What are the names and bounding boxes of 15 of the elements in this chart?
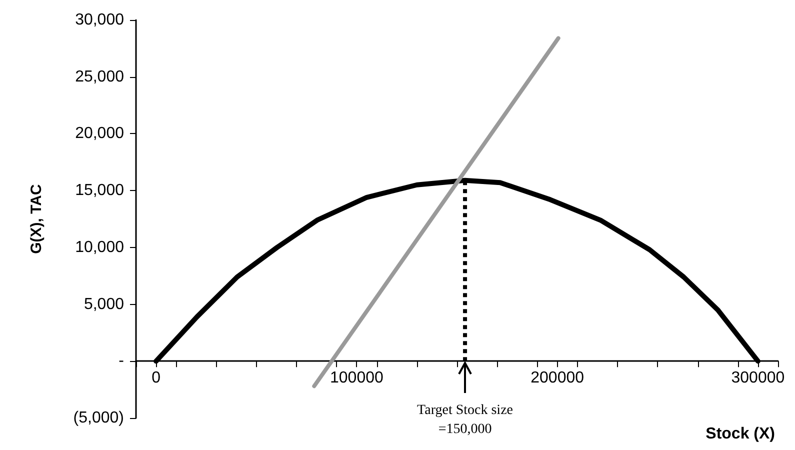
annotation: Target Stock size =150,000 [417,403,514,438]
y-tick-label: 10,000 [75,238,124,256]
y-tick-label: 5,000 [84,296,124,313]
y-axis-title: G(X), TAC [28,184,45,254]
y-tick-label: 20,000 [75,125,124,142]
y-tick-label: 15,000 [75,182,124,200]
x-tick-label: 0 [152,370,161,387]
x-axis-title: Stock (X) [706,426,775,442]
x-tick-label: 100000 [330,370,384,387]
y-tick-label: - [118,352,124,370]
y-tick-label: (5,000) [73,410,124,426]
x-tick-label: 200000 [530,370,584,387]
x-tick-label: 300000 [731,370,785,387]
y-tick-label: 25,000 [75,68,124,86]
y-tick-label: 30,000 [75,12,124,28]
